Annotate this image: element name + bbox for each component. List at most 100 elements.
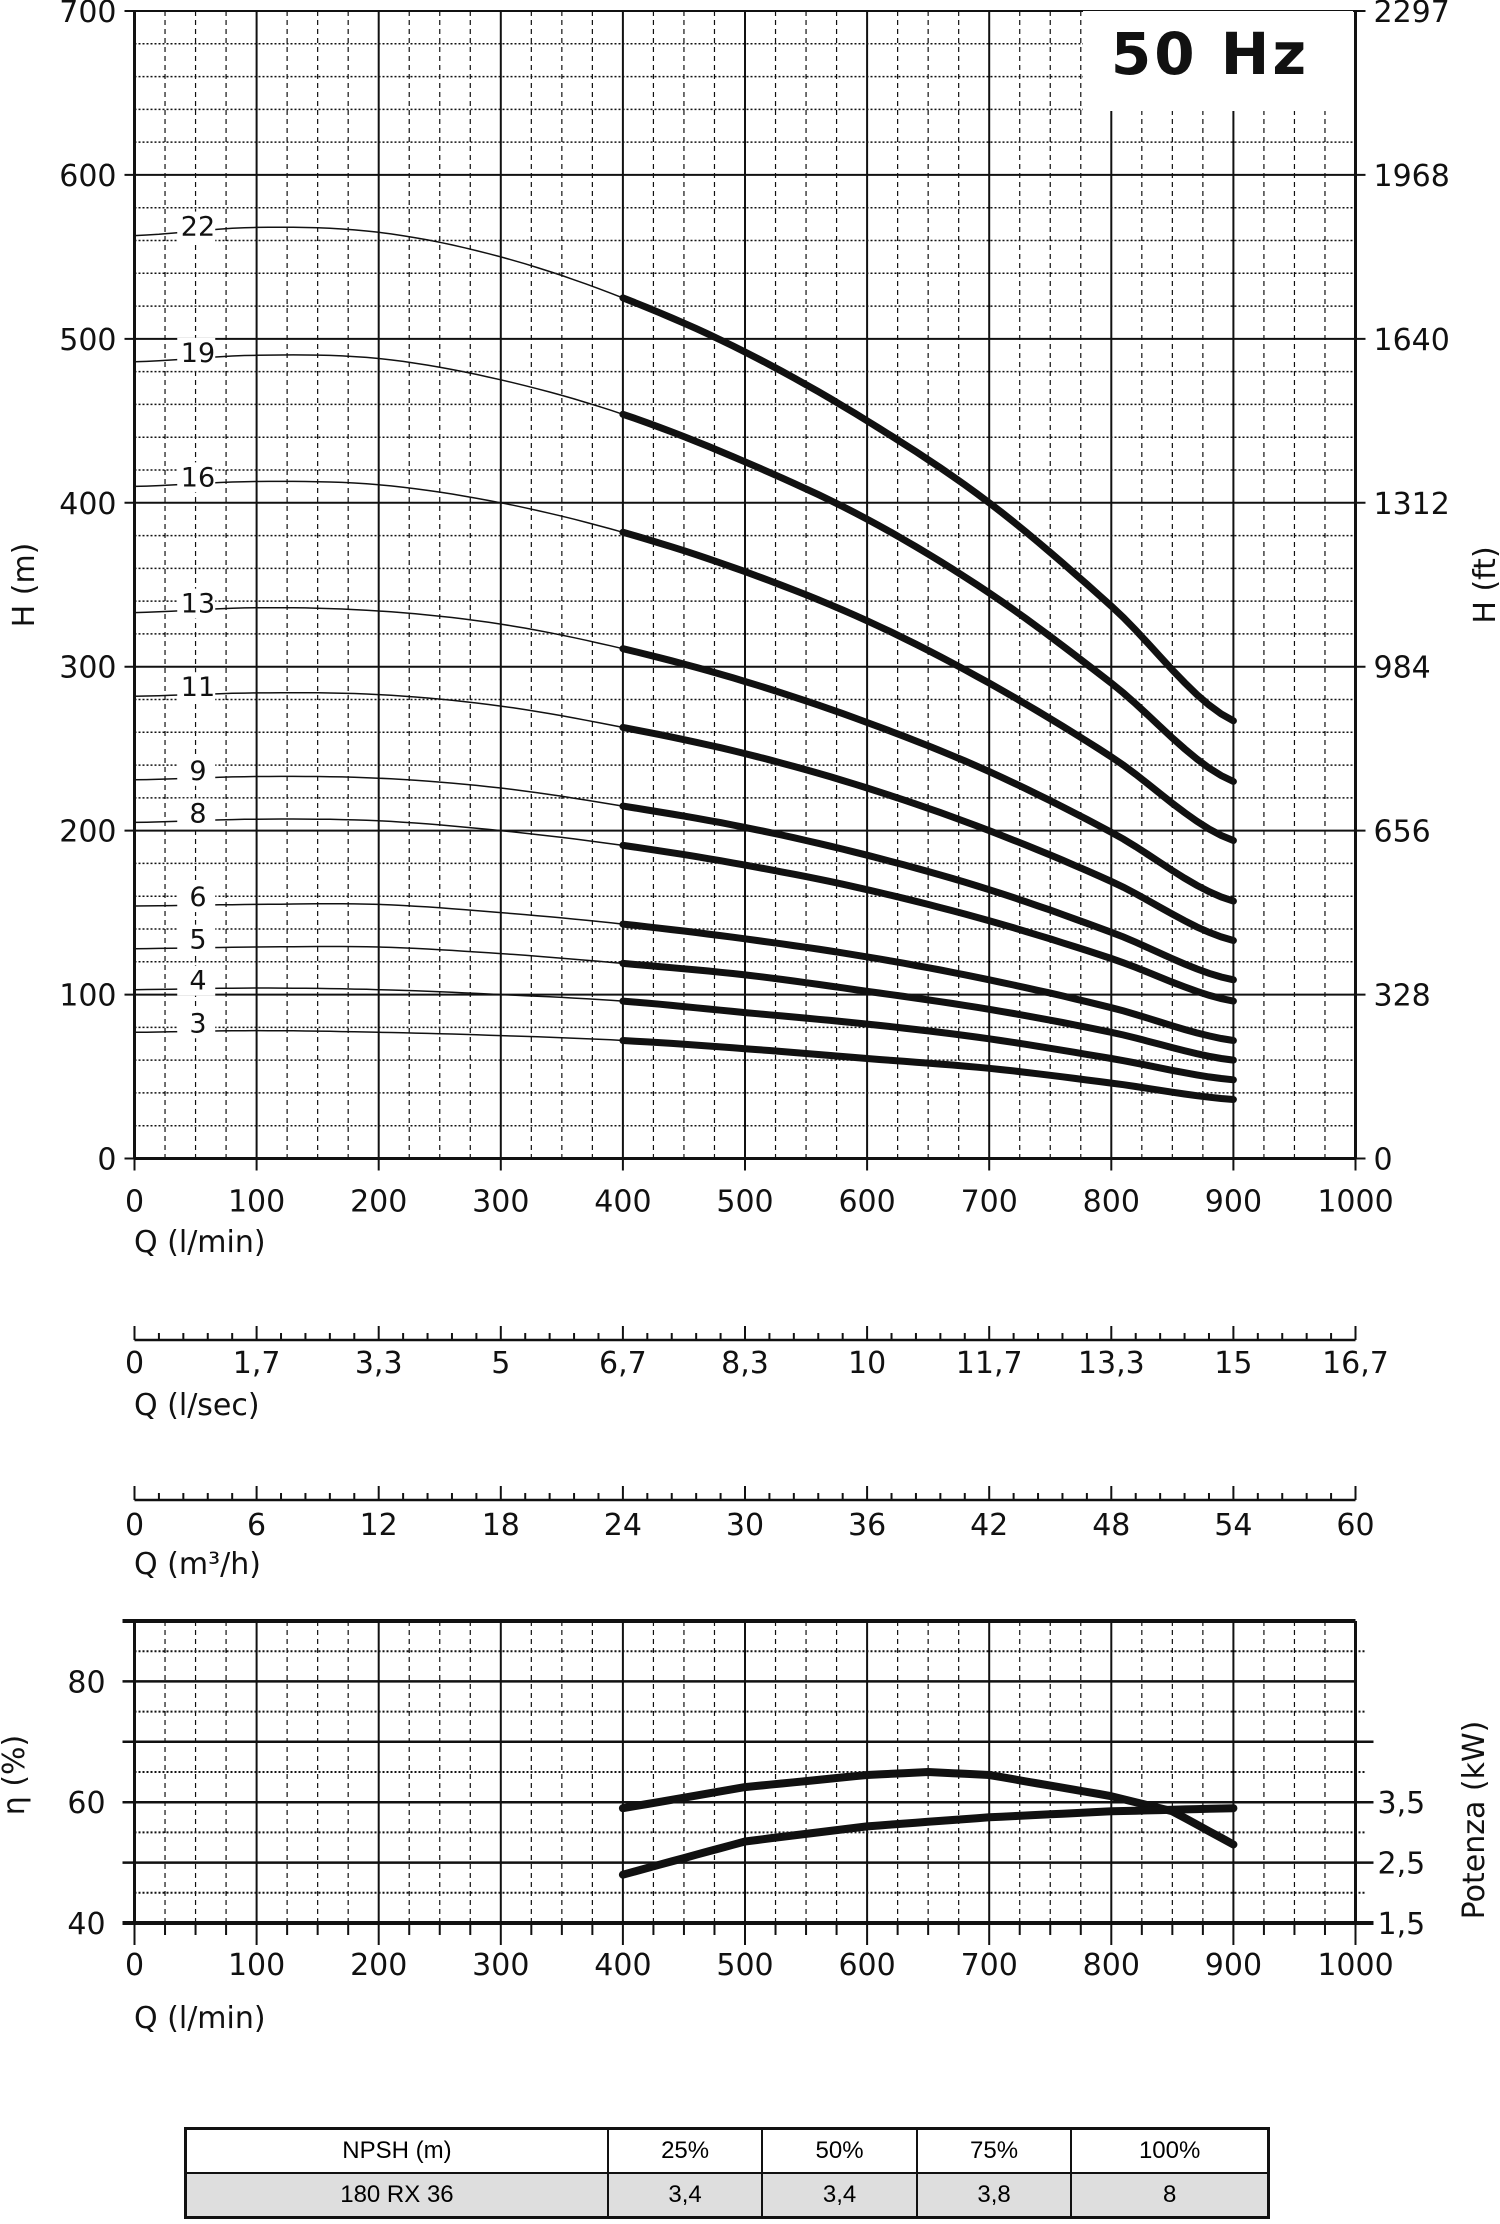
npsh-table: NPSH (m) 25% 50% 75% 100% 180 RX 36 3,4 … — [184, 2127, 1270, 2219]
x-tick-label: 500 — [716, 1948, 773, 1983]
y2-tick-label: 2297 — [1374, 0, 1450, 30]
curve-9-thin — [134, 775, 624, 807]
y-tick-label: 300 — [59, 651, 116, 686]
l-per-sec-tick-label: 1,7 — [233, 1346, 281, 1381]
m3-per-h-tick-label: 60 — [1336, 1508, 1374, 1543]
curve-5-thin — [134, 945, 623, 965]
curve-6-thin — [134, 902, 623, 925]
curve-label-bg — [177, 1008, 216, 1039]
l-per-sec-axis-title: Q (l/sec) — [134, 1388, 260, 1423]
y-tick-label: 200 — [59, 815, 116, 850]
l-per-sec-tick-label: 13,3 — [1078, 1346, 1145, 1381]
npsh-header-cell: NPSH (m) — [184, 2127, 609, 2174]
y-tick-label: 40 — [67, 1907, 105, 1942]
curve-label-bg — [177, 798, 216, 829]
m3-per-h-tick-label: 6 — [247, 1508, 266, 1543]
curve-label: 13 — [181, 589, 215, 620]
curve-label: 22 — [181, 212, 215, 243]
x-axis-title: Q (l/min) — [134, 2001, 266, 2036]
x-tick-label: 400 — [594, 1948, 651, 1983]
curve-label-bg — [177, 211, 216, 242]
m3-per-h-axis-title: Q (m³/h) — [134, 1547, 261, 1582]
curve-4-thin — [134, 987, 623, 1002]
x-tick-label: 100 — [228, 1185, 285, 1220]
npsh-header-cell: 50% — [761, 2127, 918, 2174]
y-tick-label: 100 — [59, 979, 116, 1014]
efficiency-curve — [618, 1768, 1238, 1849]
x-tick-label: 400 — [594, 1185, 651, 1220]
curve-label-bg — [177, 462, 216, 493]
x-tick-label: 800 — [1083, 1185, 1140, 1220]
y2-tick-label: 656 — [1374, 815, 1431, 850]
curve-22-operating — [619, 294, 1237, 725]
y-tick-label: 600 — [59, 159, 116, 194]
curve-11-operating — [619, 723, 1237, 944]
m3-per-h-tick-label: 12 — [360, 1508, 398, 1543]
npsh-header-cell: 25% — [606, 2127, 764, 2174]
m3-per-h-tick-label: 24 — [604, 1508, 642, 1543]
curve-13-operating — [619, 645, 1237, 905]
y2-tick-label: 984 — [1374, 651, 1431, 686]
l-per-sec-tick-label: 10 — [848, 1346, 886, 1381]
l-per-sec-tick-label: 6,7 — [599, 1346, 647, 1381]
curve-label: 9 — [189, 756, 206, 787]
l-per-sec-tick-label: 16,7 — [1322, 1346, 1389, 1381]
curve-label-bg — [177, 924, 216, 955]
x-tick-label: 600 — [838, 1948, 895, 1983]
m3-per-h-tick-label: 42 — [970, 1508, 1008, 1543]
npsh-value-cell: 3,8 — [915, 2172, 1073, 2219]
curve-label-bg — [177, 588, 216, 619]
x-tick-label: 700 — [961, 1185, 1018, 1220]
y2-axis-title: Potenza (kW) — [1457, 1721, 1492, 1920]
curve-label: 5 — [189, 925, 206, 956]
npsh-value-cell: 3,4 — [761, 2172, 918, 2219]
x-tick-label: 800 — [1083, 1948, 1140, 1983]
y-tick-label: 0 — [97, 1143, 116, 1178]
l-per-sec-tick-label: 8,3 — [721, 1346, 769, 1381]
y-tick-label: 80 — [67, 1665, 105, 1700]
x-tick-label: 0 — [125, 1185, 144, 1220]
npsh-model-cell: 180 RX 36 — [184, 2172, 609, 2219]
x-tick-label: 1000 — [1317, 1948, 1393, 1983]
l-per-sec-tick-label: 15 — [1214, 1346, 1252, 1381]
y2-tick-label: 2,5 — [1378, 1847, 1426, 1882]
curve-label: 11 — [181, 672, 215, 703]
m3-per-h-tick-label: 18 — [482, 1508, 520, 1543]
curve-19-operating — [619, 410, 1237, 785]
y-axis-title: η (%) — [0, 1735, 32, 1815]
x-tick-label: 600 — [838, 1185, 895, 1220]
curve-label-bg — [177, 672, 216, 703]
curve-3-thin — [134, 1029, 623, 1042]
curve-label: 16 — [181, 462, 215, 493]
y2-tick-label: 1640 — [1374, 323, 1450, 358]
y2-tick-label: 0 — [1374, 1143, 1393, 1178]
curve-16-thin — [134, 480, 624, 534]
curve-11-thin — [134, 692, 624, 729]
x-tick-label: 100 — [228, 1948, 285, 1983]
npsh-header-cell: 75% — [915, 2127, 1073, 2174]
curve-label: 19 — [181, 338, 215, 369]
y2-axis-title: H (ft) — [1468, 546, 1500, 623]
x-tick-label: 900 — [1205, 1948, 1262, 1983]
m3-per-h-tick-label: 48 — [1092, 1508, 1130, 1543]
x-tick-label: 300 — [472, 1185, 529, 1220]
title-box — [1083, 11, 1353, 111]
x-axis-title: Q (l/min) — [134, 1225, 266, 1260]
x-tick-label: 200 — [350, 1948, 407, 1983]
y2-tick-label: 328 — [1374, 979, 1431, 1014]
curve-label-bg — [177, 965, 216, 996]
npsh-data-row: 180 RX 36 3,4 3,4 3,8 8 — [184, 2172, 1270, 2219]
curve-label-bg — [177, 882, 216, 913]
x-tick-label: 500 — [716, 1185, 773, 1220]
curve-5-operating — [619, 959, 1237, 1064]
y-tick-label: 700 — [59, 0, 116, 30]
x-tick-label: 300 — [472, 1948, 529, 1983]
curve-22-thin — [134, 226, 624, 299]
x-tick-label: 700 — [961, 1948, 1018, 1983]
y2-tick-label: 1968 — [1374, 159, 1450, 194]
curve-label: 3 — [189, 1008, 206, 1039]
x-tick-label: 200 — [350, 1185, 407, 1220]
y-axis-title: H (m) — [7, 543, 42, 628]
npsh-value-cell: 3,4 — [606, 2172, 764, 2219]
